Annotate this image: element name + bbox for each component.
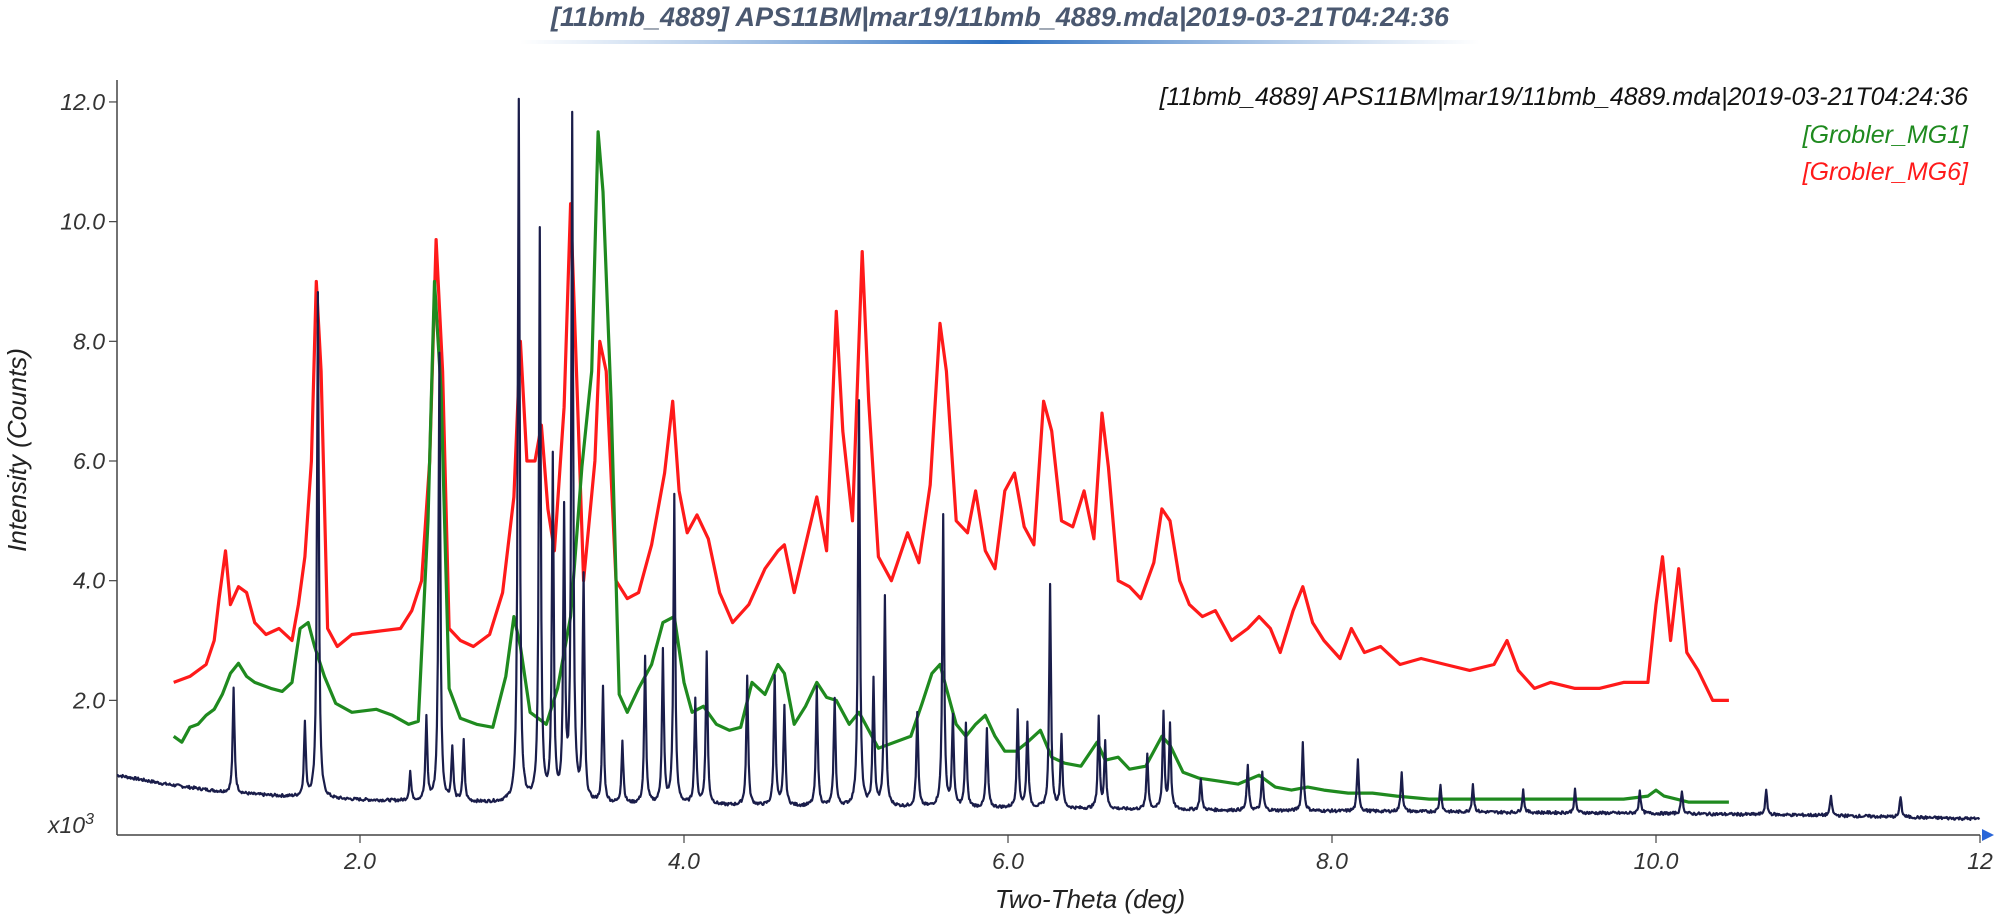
y-tick-label: 12.0 bbox=[60, 89, 105, 115]
y-multiplier-base: x10 bbox=[47, 812, 85, 838]
plot-area: 2.0 4.0 6.0 8.0 10.0 12 2.0 4.0 6.0 8.0 10.0 12.0 bbox=[60, 80, 1994, 874]
y-multiplier: x103 bbox=[47, 811, 94, 838]
legend: [11bmb_4889] APS11BM|mar19/11bmb_4889.md… bbox=[1159, 83, 1969, 186]
series-line-grobler-mg1 bbox=[172, 130, 1729, 804]
y-tick-label: 2.0 bbox=[72, 687, 105, 713]
series-line-grobler-mg6 bbox=[173, 202, 1729, 702]
title-underline bbox=[520, 40, 1480, 44]
series-line-data bbox=[116, 97, 1981, 821]
x-tick-label: 6.0 bbox=[992, 848, 1024, 874]
y-tick-label: 4.0 bbox=[73, 568, 105, 594]
x-tick-label: 2.0 bbox=[343, 848, 376, 874]
legend-entry: [11bmb_4889] APS11BM|mar19/11bmb_4889.md… bbox=[1159, 83, 1969, 111]
x-tick-label: 10.0 bbox=[1634, 848, 1679, 874]
x-tick-label: 12 bbox=[1967, 848, 1993, 874]
y-tick-label: 8.0 bbox=[73, 328, 105, 354]
x-axis-label: Two-Theta (deg) bbox=[995, 884, 1185, 914]
x-axis-arrow-icon bbox=[1982, 829, 1994, 841]
chart-title: [11bmb_4889] APS11BM|mar19/11bmb_4889.md… bbox=[550, 2, 1450, 32]
y-tick-label: 6.0 bbox=[73, 448, 105, 474]
y-axis-label: Intensity (Counts) bbox=[2, 348, 32, 552]
y-multiplier-exp: 3 bbox=[85, 811, 94, 828]
y-tick-label: 10.0 bbox=[60, 209, 105, 235]
x-tick-label: 8.0 bbox=[1316, 848, 1348, 874]
legend-entry: [Grobler_MG1] bbox=[1802, 121, 1969, 149]
x-tick-label: 4.0 bbox=[668, 848, 700, 874]
legend-entry: [Grobler_MG6] bbox=[1802, 158, 1969, 186]
